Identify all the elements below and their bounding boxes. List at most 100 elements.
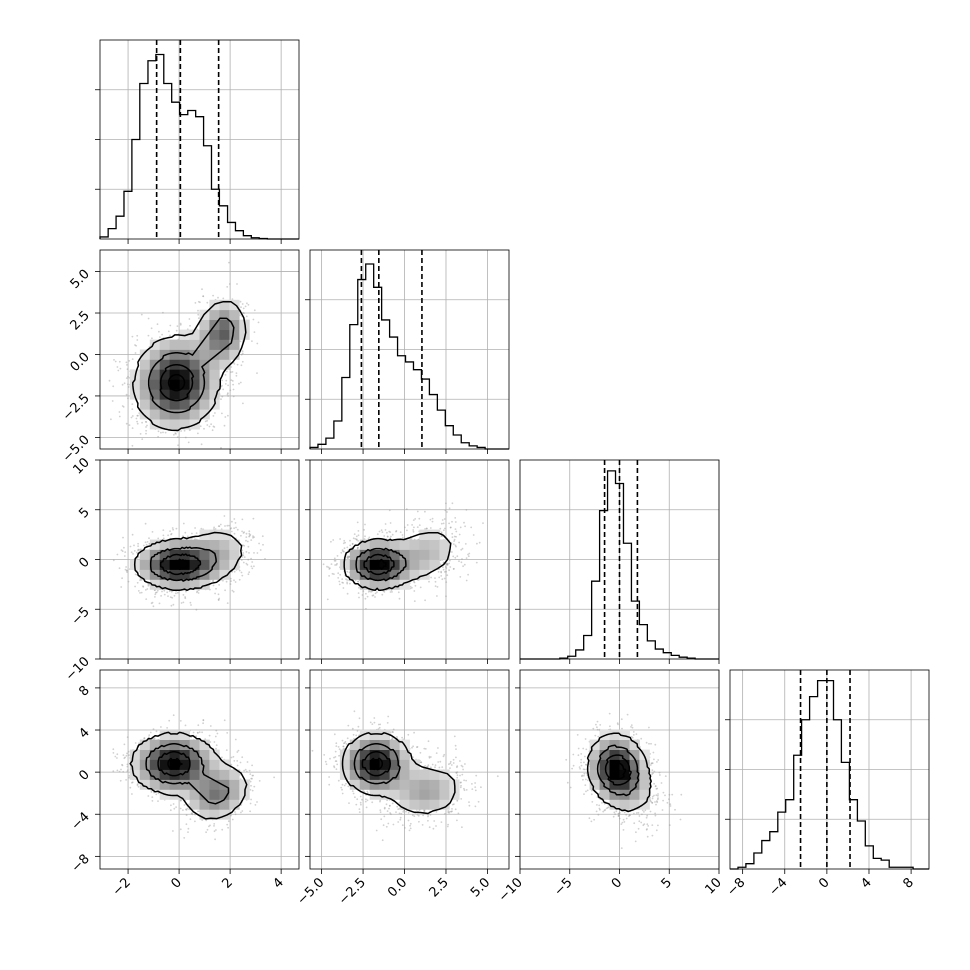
sample-point	[250, 557, 253, 560]
sample-point	[227, 384, 230, 387]
density-cell	[159, 369, 170, 380]
sample-point	[145, 598, 148, 600]
panel-frame	[99, 39, 300, 240]
contour-line	[169, 558, 190, 571]
sample-point	[137, 545, 140, 547]
y-tick-label: 2.5	[68, 308, 93, 333]
sample-point	[176, 430, 179, 433]
sample-point	[202, 295, 205, 298]
sample-point	[204, 420, 207, 423]
density-cell	[149, 409, 161, 420]
sample-point	[184, 531, 187, 534]
sample-point	[226, 602, 229, 604]
sample-point	[113, 359, 115, 361]
density-cell	[179, 389, 190, 400]
density-cell	[229, 319, 240, 330]
sample-point	[125, 566, 127, 568]
sample-point	[409, 587, 412, 590]
sample-point	[478, 541, 481, 544]
density-cell	[159, 549, 170, 560]
sample-point	[243, 556, 246, 558]
sample-point	[340, 551, 343, 554]
density-cell	[199, 539, 210, 550]
sample-point	[332, 539, 335, 541]
density-cell	[229, 349, 240, 360]
sample-point	[191, 532, 193, 535]
density-cell	[229, 559, 240, 570]
sample-point	[252, 536, 254, 539]
sample-point	[138, 548, 140, 551]
sample-point	[142, 586, 145, 588]
sample-point	[120, 549, 123, 551]
sample-point	[230, 371, 232, 374]
sample-point	[245, 315, 248, 318]
sample-point	[160, 595, 163, 597]
sample-point	[146, 424, 148, 427]
sample-point	[157, 435, 160, 438]
sample-point	[264, 558, 266, 560]
sample-point	[451, 532, 454, 535]
sample-point	[429, 518, 432, 521]
sample-point	[248, 552, 250, 554]
sample-point	[240, 353, 243, 356]
sample-point	[402, 536, 404, 539]
sample-point	[127, 383, 129, 386]
sample-point	[472, 534, 475, 536]
density-cell	[219, 349, 230, 360]
sample-point	[197, 592, 200, 594]
sample-point	[416, 510, 419, 513]
sample-point	[214, 412, 216, 414]
density-cell	[179, 579, 190, 590]
density-cell	[199, 579, 210, 590]
sample-point	[368, 536, 371, 539]
sample-point	[410, 538, 413, 540]
density-cell	[179, 539, 190, 550]
density-cell	[139, 359, 151, 370]
density-cell	[159, 559, 170, 570]
sample-point	[229, 389, 232, 392]
density-cell	[189, 379, 200, 390]
sample-point	[221, 412, 223, 415]
sample-point	[121, 405, 124, 407]
sample-point	[210, 423, 213, 426]
sample-point	[133, 550, 136, 552]
sample-point	[137, 542, 140, 545]
sample-point	[454, 521, 457, 523]
y-tick-label: −5	[69, 604, 93, 628]
sample-point	[446, 511, 448, 513]
density-cell	[219, 359, 230, 370]
sample-point	[139, 433, 142, 435]
contour-line	[159, 364, 195, 402]
density-cell	[169, 399, 180, 410]
sample-point	[110, 418, 112, 421]
sample-point	[343, 550, 345, 553]
sample-point	[239, 300, 242, 303]
sample-point	[453, 540, 455, 542]
density-cell	[199, 339, 210, 350]
sample-point	[384, 523, 387, 525]
panel-frame	[99, 459, 300, 660]
sample-point	[336, 562, 338, 565]
sample-point	[232, 383, 235, 386]
sample-point	[208, 425, 211, 428]
sample-point	[233, 579, 235, 582]
sample-point	[176, 591, 179, 594]
sample-point	[348, 555, 350, 558]
sample-point	[206, 301, 209, 304]
sample-point	[226, 524, 229, 527]
sample-point	[436, 595, 438, 597]
sample-point	[231, 589, 234, 592]
sample-point	[135, 417, 138, 420]
sample-point	[351, 542, 354, 545]
density-cell	[209, 539, 220, 550]
sample-point	[194, 527, 197, 529]
density-cell	[189, 559, 200, 570]
sample-point	[137, 548, 140, 551]
sample-point	[326, 565, 328, 568]
sample-point	[451, 551, 453, 553]
sample-point	[131, 358, 134, 360]
sample-point	[158, 330, 160, 333]
sample-point	[231, 371, 234, 373]
density-cell	[209, 349, 220, 360]
sample-point	[227, 392, 229, 395]
